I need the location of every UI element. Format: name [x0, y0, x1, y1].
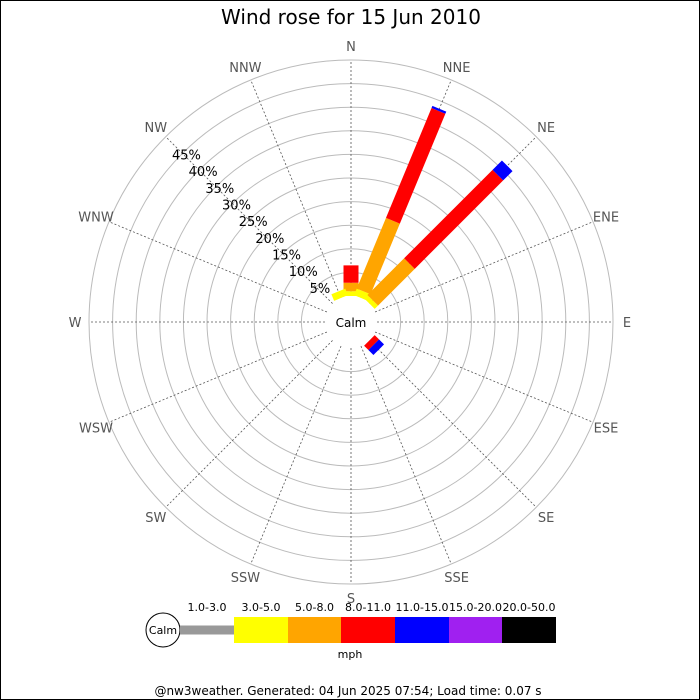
direction-label-sse: SSE: [444, 571, 469, 586]
legend-label-1.0-3.0: 1.0-3.0: [188, 601, 227, 614]
polar-grid: [88, 59, 614, 585]
direction-label-wsw: WSW: [79, 422, 113, 437]
ring-label: 45%: [172, 148, 201, 163]
direction-label-nne: NNE: [443, 61, 471, 76]
direction-label-s: S: [347, 592, 355, 607]
ring-labels: 5% 10%15% 20% 25% 30%35% 40% 45%: [172, 148, 330, 297]
legend-label-11.0-15.0: 11.0-15.0: [396, 601, 449, 614]
grid-ring: [277, 248, 425, 396]
direction-line: [250, 79, 342, 299]
direction-label-ne: NE: [537, 121, 555, 136]
bar-nne-5.0-8.0: [356, 217, 400, 295]
legend-label-15.0-20.0: 15.0-20.0: [449, 601, 502, 614]
bar-nne-8.0-11.0: [385, 108, 446, 224]
legend-swatch-8.0-11.0: [341, 617, 395, 643]
ring-label: 5%: [310, 282, 331, 297]
legend-unit: mph: [338, 648, 363, 661]
direction-line: [165, 340, 333, 508]
calm-circle: [325, 296, 377, 348]
legend-swatch-11.0-15.0: [395, 617, 449, 643]
direction-label-nnw: NNW: [229, 61, 261, 76]
wind-bars: [331, 105, 513, 356]
direction-line: [374, 331, 594, 423]
direction-line: [369, 340, 537, 508]
legend-calm-label: Calm: [149, 624, 177, 637]
legend-label-20.0-50.0: 20.0-50.0: [503, 601, 556, 614]
direction-labels: N NNE NE ENE E ESE SE SSE S SSW SW WSW W WNW NW NNW: [69, 40, 632, 607]
legend-label-5.0-8.0: 5.0-8.0: [295, 601, 334, 614]
direction-label-w: W: [69, 316, 82, 331]
direction-line: [360, 345, 452, 565]
grid-ring: [230, 201, 472, 443]
ring-label: 15%: [272, 249, 301, 264]
grid-ring: [253, 224, 449, 420]
ring-label: 30%: [222, 198, 251, 213]
legend-swatch-3.0-5.0: [234, 617, 288, 643]
direction-line: [108, 221, 328, 313]
legend-swatch-5.0-8.0: [288, 617, 341, 643]
bar-ne-8.0-11.0: [404, 169, 504, 269]
direction-label-ssw: SSW: [231, 571, 261, 586]
direction-label-e: E: [623, 316, 631, 331]
direction-line: [165, 136, 333, 304]
bar-ne-11.0-15.0: [492, 160, 513, 181]
ring-label: 20%: [255, 232, 284, 247]
direction-label-ese: ESE: [594, 422, 619, 437]
legend-swatch-15.0-20.0: [449, 617, 502, 643]
direction-line: [108, 331, 328, 423]
bar-nne-11.0-15.0: [431, 105, 447, 114]
direction-label-se: SE: [538, 511, 554, 526]
direction-line: [374, 221, 594, 313]
legend-label-3.0-5.0: 3.0-5.0: [242, 601, 281, 614]
grid-ring: [88, 59, 614, 585]
bar-se-11.0-15.0: [368, 339, 385, 356]
legend-label-8.0-11.0: 8.0-11.0: [345, 601, 391, 614]
ring-label: 10%: [289, 265, 318, 280]
ring-label: 40%: [189, 165, 218, 180]
bar-se-8.0-11.0: [364, 335, 380, 351]
bar-ne-3.0-5.0: [364, 294, 379, 309]
bar-ne-5.0-8.0: [367, 258, 415, 306]
direction-label-sw: SW: [145, 511, 166, 526]
direction-label-wnw: WNW: [78, 210, 114, 225]
chart-title: Wind rose for 15 Jun 2010: [221, 5, 481, 29]
direction-label-nw: NW: [145, 121, 168, 136]
legend-swatch-1.0-3.0: [180, 625, 234, 635]
ring-label: 25%: [239, 215, 268, 230]
bar-n-8.0-11.0: [343, 265, 359, 283]
ring-label: 35%: [205, 182, 234, 197]
footer-text: @nw3weather. Generated: 04 Jun 2025 07:5…: [154, 684, 541, 698]
direction-line: [250, 345, 342, 565]
direction-label-ene: ENE: [593, 210, 619, 225]
calm-label: Calm: [336, 316, 367, 330]
legend-swatch-20.0-50.0: [502, 617, 556, 643]
speed-legend: Calm 1.0-3.0 3.0-5.0 5.0-8.0 8.0-11.0 11.0-15…: [145, 601, 556, 648]
bar-nnw-3.0-5.0: [331, 288, 348, 301]
direction-label-n: N: [346, 40, 356, 55]
bar-n-5.0-8.0: [343, 282, 359, 292]
